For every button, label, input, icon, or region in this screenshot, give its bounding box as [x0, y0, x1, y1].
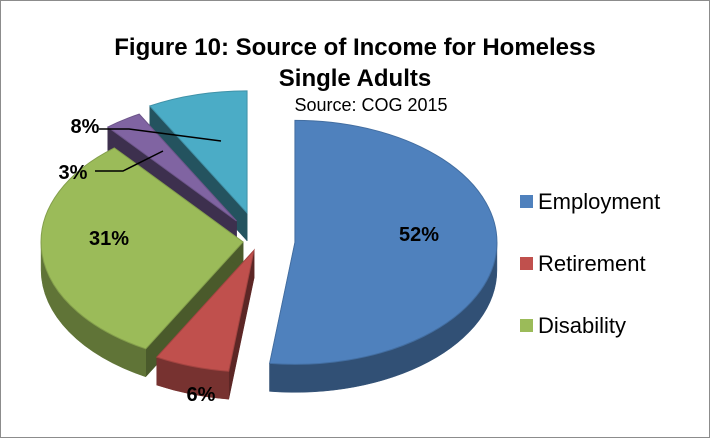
chart-title-line-1: Figure 10: Source of Income for Homeless [114, 34, 595, 61]
legend-item-retirement: Retirement [520, 251, 646, 276]
legend-swatch [520, 195, 533, 208]
leader-lines [95, 128, 222, 172]
legend: Employment Retirement Disability [520, 189, 660, 338]
pie-slices [40, 90, 498, 400]
legend-label: Disability [538, 313, 626, 338]
data-labels: 52% 6% 31% 3% 8% [59, 116, 440, 406]
data-label-52pct: 52% [399, 224, 439, 246]
data-label-8pct: 8% [71, 116, 100, 138]
data-label-31pct: 31% [89, 228, 129, 250]
chart-title-line-2: Single Adults [279, 65, 431, 92]
chart-subtitle: Source: COG 2015 [294, 95, 447, 115]
pie-slice-employment [269, 119, 498, 393]
legend-item-employment: Employment [520, 189, 660, 214]
leader-line [95, 150, 164, 172]
pie-slice-retirement [155, 248, 255, 400]
legend-label: Employment [538, 189, 660, 214]
legend-swatch [520, 257, 533, 270]
leader-line [99, 128, 222, 142]
data-label-3pct: 3% [59, 162, 88, 184]
legend-swatch [520, 319, 533, 332]
data-label-6pct: 6% [187, 384, 216, 406]
legend-item-disability: Disability [520, 313, 626, 338]
legend-label: Retirement [538, 251, 646, 276]
